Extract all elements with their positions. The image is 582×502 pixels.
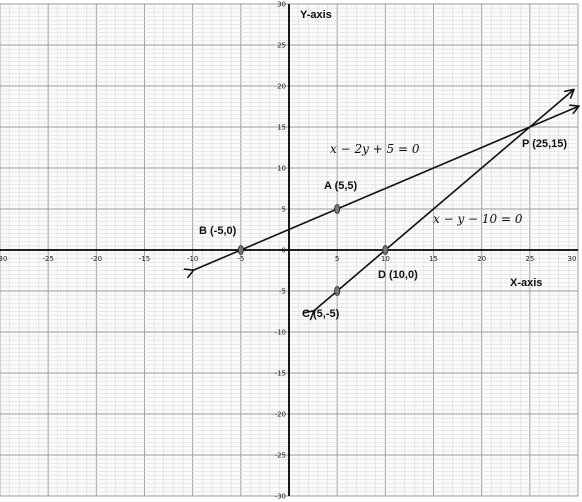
x-tick-label: -10 — [187, 255, 198, 263]
x-tick-label: 15 — [429, 255, 438, 263]
x-tick-label: -20 — [91, 255, 102, 263]
x-tick-label: 30 — [0, 255, 7, 263]
x-axis-label: X-axis — [510, 277, 542, 289]
point-label-d: D (10,0) — [378, 269, 418, 281]
y-tick-label: -25 — [275, 452, 286, 460]
point-label-c: C (5,-5) — [302, 308, 340, 320]
point-label-a: A (5,5) — [324, 180, 358, 192]
y-tick-label: -5 — [279, 288, 286, 296]
point-label-p: P (25,15) — [522, 138, 567, 150]
x-tick-label: -5 — [237, 255, 244, 263]
data-point — [334, 204, 341, 214]
y-tick-label: 10 — [277, 165, 286, 173]
data-point — [382, 245, 389, 255]
y-tick-label: 20 — [277, 83, 286, 91]
x-tick-label: 25 — [525, 255, 534, 263]
point-label-b: B (-5,0) — [199, 225, 237, 237]
y-tick-label: -30 — [275, 493, 286, 501]
y-tick-label: 30 — [277, 1, 286, 9]
y-tick-label: -20 — [275, 411, 286, 419]
x-tick-label: 20 — [477, 255, 486, 263]
y-tick-label: -15 — [275, 370, 286, 378]
x-tick-label: 30 — [568, 255, 577, 263]
series-label-2: x − y − 10 = 0 — [433, 212, 523, 226]
x-tick-label: -15 — [139, 255, 150, 263]
series-lines — [193, 90, 578, 311]
annotations: Y-axis X-axis x − 2y + 5 = 0 x − y − 10 … — [199, 9, 567, 320]
series-line-2 — [313, 90, 573, 311]
y-tick-label: 0 — [282, 247, 286, 255]
y-axis-label: Y-axis — [300, 9, 332, 21]
y-tick-label: 5 — [282, 206, 286, 214]
data-point — [334, 286, 341, 296]
y-tick-label: 25 — [277, 42, 286, 50]
points — [237, 204, 389, 296]
x-tick-label: 5 — [335, 255, 339, 263]
y-tick-label: -10 — [275, 329, 286, 337]
series-label-1: x − 2y + 5 = 0 — [330, 142, 420, 156]
y-tick-label: 15 — [277, 124, 286, 132]
x-tick-label: 10 — [381, 255, 390, 263]
x-tick-label: -25 — [42, 255, 53, 263]
data-point — [237, 245, 244, 255]
